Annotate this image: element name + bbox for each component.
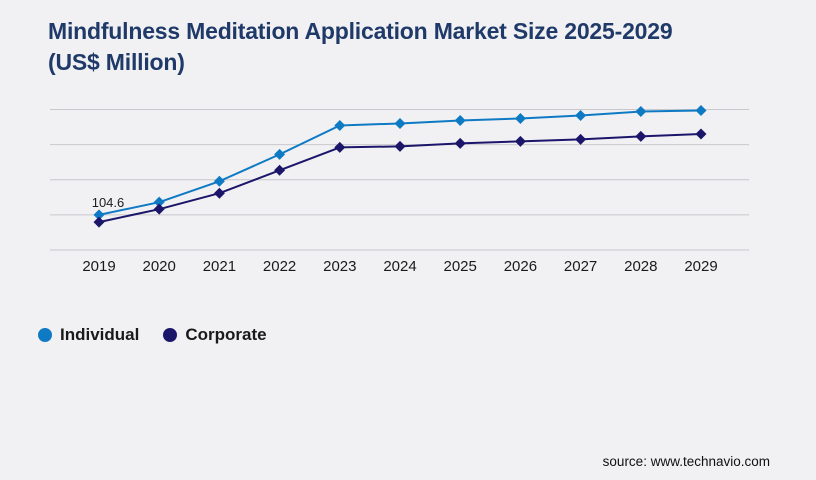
data-point-corporate-2021[interactable] [213, 187, 225, 199]
x-axis-label-2019: 2019 [82, 258, 115, 275]
legend-marker-corporate-icon [163, 328, 178, 342]
chart-title: Mindfulness Meditation Application Marke… [48, 16, 788, 77]
x-axis-label-2029: 2029 [684, 258, 717, 275]
data-point-individual-2023[interactable] [334, 119, 346, 131]
x-axis-label-2022: 2022 [263, 258, 296, 275]
data-point-individual-2026[interactable] [514, 112, 526, 124]
legend-item-corporate[interactable]: Corporate [163, 325, 267, 345]
data-point-corporate-2019[interactable] [93, 216, 105, 228]
data-point-individual-2021[interactable] [213, 175, 225, 187]
legend-marker-individual-icon [38, 328, 52, 342]
data-label-individual-2019: 104.6 [92, 195, 125, 210]
chart-title-line2: (US$ Million) [48, 48, 185, 75]
data-point-individual-2029[interactable] [695, 105, 707, 117]
data-point-corporate-2025[interactable] [454, 137, 466, 149]
data-point-individual-2024[interactable] [394, 117, 406, 129]
x-axis-label-2023: 2023 [323, 258, 356, 275]
x-axis-label-2027: 2027 [564, 258, 597, 275]
market-size-line-chart: 2019 2020 2021 2022 2023 2024 2025 2026 2027 2028… [50, 105, 749, 275]
x-axis-label-2025: 2025 [444, 258, 477, 275]
data-point-individual-2027[interactable] [575, 110, 587, 122]
data-point-corporate-2029[interactable] [695, 128, 707, 140]
data-point-corporate-2024[interactable] [394, 140, 406, 152]
data-point-corporate-2022[interactable] [274, 164, 286, 176]
data-point-individual-2020[interactable] [153, 196, 165, 208]
legend-label-individual: Individual [60, 325, 140, 344]
data-point-corporate-2027[interactable] [575, 133, 587, 145]
legend-item-individual[interactable]: Individual [38, 325, 139, 345]
data-point-individual-2022[interactable] [274, 148, 286, 160]
x-axis-label-2028: 2028 [624, 258, 657, 275]
chart-legend: Individual Corporate [38, 325, 267, 345]
data-point-individual-2028[interactable] [635, 106, 647, 118]
data-point-corporate-2023[interactable] [334, 141, 346, 153]
source-attribution: source: www.technavio.com [602, 454, 770, 469]
legend-label-corporate: Corporate [185, 325, 267, 344]
x-axis-label-2026: 2026 [504, 258, 537, 275]
x-axis-label-2020: 2020 [143, 258, 176, 275]
data-point-corporate-2026[interactable] [514, 135, 526, 147]
x-axis-label-2021: 2021 [203, 258, 236, 275]
data-point-individual-2025[interactable] [454, 114, 466, 126]
data-point-individual-2019[interactable] [93, 209, 105, 221]
chart-title-line1: Mindfulness Meditation Application Marke… [48, 18, 673, 44]
data-point-corporate-2028[interactable] [635, 130, 647, 142]
data-point-corporate-2020[interactable] [153, 203, 165, 215]
x-axis-label-2024: 2024 [383, 258, 416, 275]
